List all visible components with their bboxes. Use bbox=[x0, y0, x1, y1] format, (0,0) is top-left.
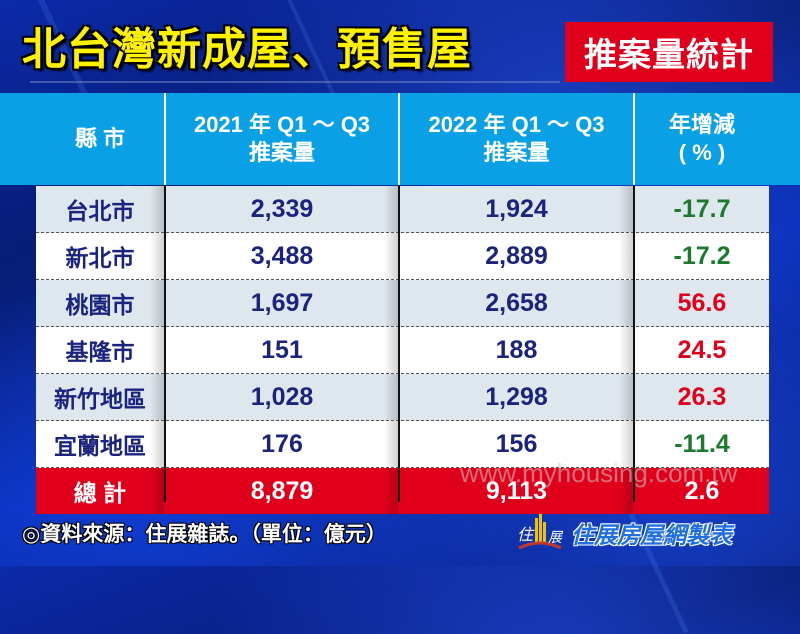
change-value: -17.7 bbox=[673, 194, 731, 223]
header-region: 縣 市 bbox=[36, 93, 164, 185]
region-cell: 台北市 bbox=[65, 198, 135, 224]
total-2022: 9,113 bbox=[485, 476, 548, 505]
region-cell: 基隆市 bbox=[65, 339, 135, 365]
header-2022: 2022 年 Q1 ～ Q3 推案量 bbox=[400, 93, 633, 185]
header-2022-line1: 2022 年 Q1 ～ Q3 bbox=[428, 112, 605, 137]
header-2021: 2021 年 Q1 ～ Q3 推案量 bbox=[166, 93, 398, 185]
value-2022: 2,658 bbox=[485, 288, 548, 317]
region-cell: 宜蘭地區 bbox=[54, 433, 146, 459]
value-2021: 3,488 bbox=[250, 241, 314, 270]
total-row: 總 計 8,879 9,113 2.6 bbox=[36, 468, 769, 514]
brand-text: 住展房屋網製表 bbox=[571, 523, 732, 549]
change-value: -11.4 bbox=[674, 429, 730, 458]
value-2021: 1,697 bbox=[250, 288, 314, 317]
table-row: 新北市 3,488 2,889 -17.2 bbox=[36, 233, 769, 280]
header-change-line1: 年增減 bbox=[668, 112, 735, 137]
title-badge: 推案量統計 bbox=[565, 22, 773, 82]
value-2022: 1,924 bbox=[485, 194, 548, 223]
value-2021: 2,339 bbox=[250, 194, 314, 223]
column-divider bbox=[633, 186, 635, 502]
value-2022: 188 bbox=[495, 335, 538, 364]
value-2022: 156 bbox=[495, 429, 538, 458]
header-change: 年增減 ( % ) bbox=[635, 93, 769, 185]
header-region-label: 縣 市 bbox=[74, 126, 126, 151]
region-cell: 新竹地區 bbox=[54, 386, 146, 412]
total-change: 2.6 bbox=[684, 476, 720, 505]
change-value: 24.5 bbox=[677, 335, 727, 364]
table-row: 桃園市 1,697 2,658 56.6 bbox=[36, 280, 769, 327]
header-divider bbox=[633, 93, 635, 185]
value-2022: 1,298 bbox=[485, 382, 548, 411]
title-area: 北台灣新成屋、預售屋 bbox=[22, 18, 472, 82]
brand: 住 展 住展房屋網製表 bbox=[515, 514, 732, 552]
column-divider bbox=[164, 186, 166, 502]
page-title: 北台灣新成屋、預售屋 bbox=[22, 24, 472, 75]
total-2021: 8,879 bbox=[250, 476, 314, 505]
header-divider bbox=[164, 93, 166, 185]
title-underline bbox=[30, 81, 560, 83]
header-2021-line1: 2021 年 Q1 ～ Q3 bbox=[193, 112, 371, 137]
table-row: 宜蘭地區 176 156 -11.4 bbox=[36, 421, 769, 468]
header-2021-line2: 推案量 bbox=[248, 140, 315, 165]
total-label: 總 計 bbox=[73, 480, 127, 506]
table-row: 台北市 2,339 1,924 -17.7 bbox=[36, 186, 769, 233]
header-2022-line2: 推案量 bbox=[483, 140, 550, 165]
change-value: 26.3 bbox=[677, 382, 727, 411]
building-logo-icon: 住 展 bbox=[515, 514, 565, 552]
change-value: 56.6 bbox=[677, 288, 727, 317]
region-cell: 新北市 bbox=[65, 245, 135, 271]
change-value: -17.2 bbox=[673, 241, 731, 270]
column-divider bbox=[398, 186, 400, 502]
value-2021: 151 bbox=[261, 335, 303, 364]
svg-text:展: 展 bbox=[548, 530, 564, 546]
header-divider bbox=[398, 93, 400, 185]
value-2021: 1,028 bbox=[250, 382, 314, 411]
table-body: 台北市 2,339 1,924 -17.7 新北市 3,488 2,889 -1… bbox=[36, 186, 769, 514]
table-row: 新竹地區 1,028 1,298 26.3 bbox=[36, 374, 769, 421]
value-2021: 176 bbox=[261, 429, 303, 458]
region-cell: 桃園市 bbox=[65, 292, 135, 318]
value-2022: 2,889 bbox=[485, 241, 548, 270]
table-row: 基隆市 151 188 24.5 bbox=[36, 327, 769, 374]
header-change-line2: ( % ) bbox=[678, 140, 726, 165]
source-note: ◎資料來源：住展雜誌。（單位：億元） bbox=[22, 522, 387, 546]
table-header: 縣 市 2021 年 Q1 ～ Q3 推案量 2022 年 Q1 ～ Q3 推案… bbox=[0, 93, 800, 185]
svg-text:住: 住 bbox=[517, 525, 535, 544]
watermark: www.myhousing.com.tw bbox=[460, 458, 738, 488]
